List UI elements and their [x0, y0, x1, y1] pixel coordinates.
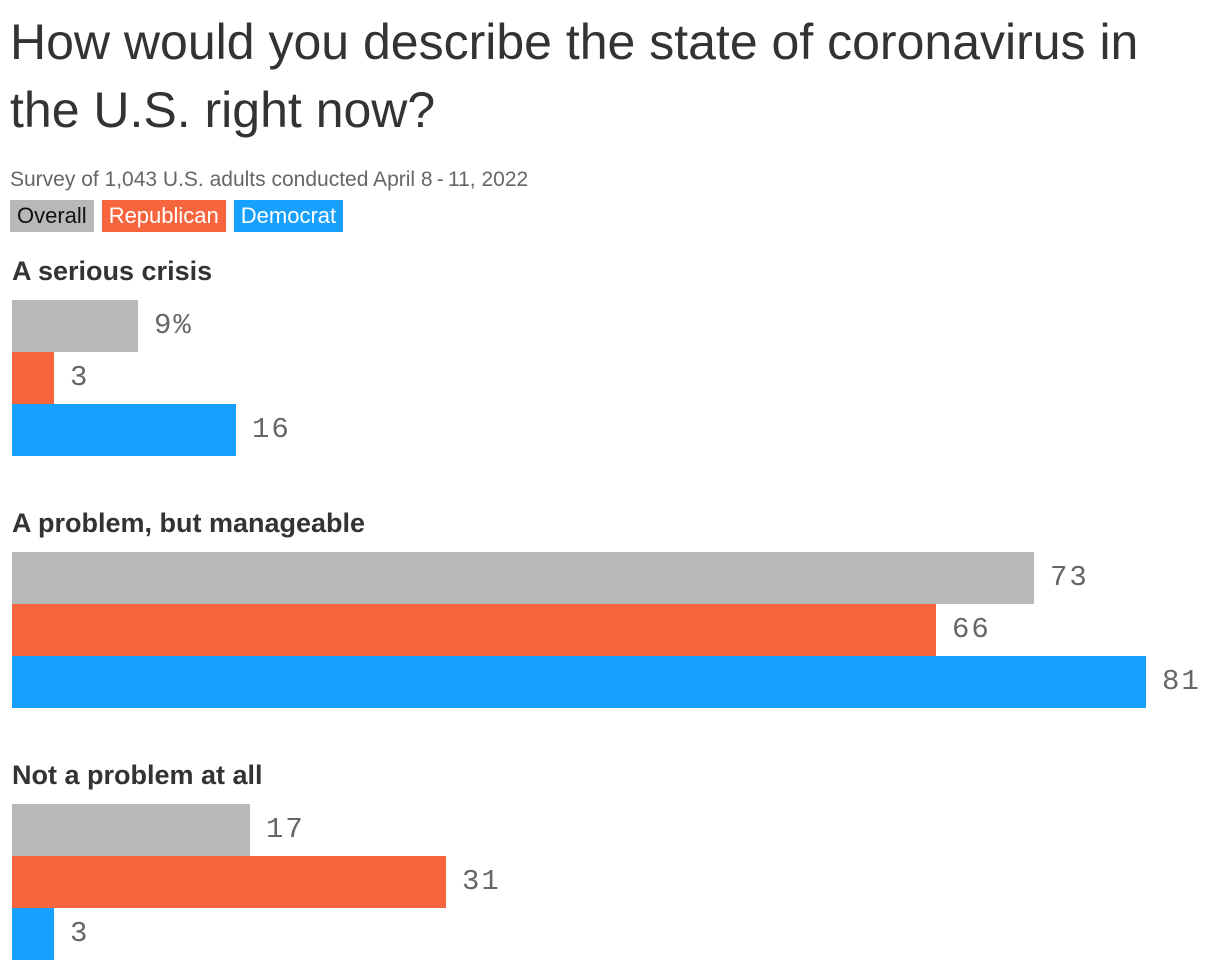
bar-democrat: [12, 656, 1146, 708]
category-label: A serious crisis: [12, 256, 213, 286]
bar-overall: [12, 552, 1034, 604]
legend-democrat: Democrat: [233, 200, 344, 232]
data-label: 3: [70, 361, 90, 394]
category-label: A problem, but manageable: [12, 508, 366, 538]
data-label: 66: [952, 613, 991, 646]
category-label: Not a problem at all: [12, 760, 263, 790]
legend-overall: Overall: [10, 200, 94, 232]
data-label: 73: [1050, 561, 1089, 594]
bar-republican: [12, 856, 446, 908]
data-label: 9%: [154, 309, 193, 342]
bar-overall: [12, 804, 250, 856]
legend-republican: Republican: [101, 200, 226, 232]
bar-republican: [12, 352, 54, 404]
data-label: 16: [252, 413, 291, 446]
data-label: 81: [1162, 665, 1201, 698]
bar-democrat: [12, 404, 236, 456]
bar-republican: [12, 604, 936, 656]
legend: Overall Republican Democrat: [10, 200, 344, 232]
bar-democrat: [12, 908, 54, 960]
data-label: 3: [70, 917, 90, 950]
bar-overall: [12, 300, 138, 352]
data-label: 31: [462, 865, 501, 898]
chart-title: How would you describe the state of coro…: [10, 14, 1139, 138]
chart-subtitle: Survey of 1,043 U.S. adults conducted Ap…: [10, 168, 529, 191]
data-label: 17: [266, 813, 305, 846]
